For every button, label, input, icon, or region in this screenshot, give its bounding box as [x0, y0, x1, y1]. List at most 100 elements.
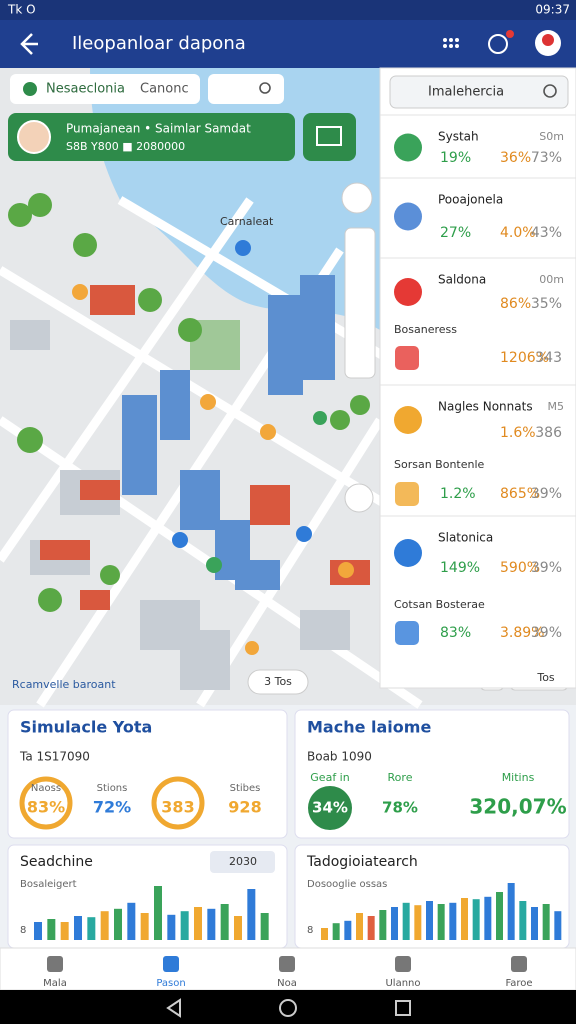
status-time: 09:37: [535, 3, 570, 17]
row-subtitle: Sorsan Bontenle: [394, 458, 485, 471]
bar: [100, 911, 109, 940]
row-title: Pooajonela: [438, 193, 503, 207]
bar: [496, 892, 503, 940]
nav-icon[interactable]: [279, 956, 295, 972]
ring-value: 928: [228, 798, 261, 817]
nav-icon[interactable]: [163, 956, 179, 972]
bar: [542, 904, 550, 940]
row-value: 43%: [531, 225, 562, 241]
card-sub: Bosaleigert: [20, 879, 77, 890]
panel-search-text: Imalehercia: [428, 85, 504, 100]
row-value: 1.2%: [440, 486, 476, 502]
row-meta: 00m: [539, 273, 564, 286]
bar: [461, 898, 468, 940]
axis-label: 8: [20, 925, 26, 936]
row-icon: [395, 621, 419, 645]
ring-value: 383: [161, 798, 194, 817]
row-value: 73%: [531, 150, 562, 166]
back-button[interactable]: [20, 33, 38, 55]
profile-card[interactable]: [8, 113, 295, 161]
notification-icon[interactable]: [488, 34, 508, 54]
bar: [167, 914, 176, 940]
nav-label: Noa: [277, 978, 297, 989]
bar: [154, 886, 162, 940]
map-corner: Rcamvelle baroant: [12, 678, 116, 691]
nav-label: Ulanno: [385, 978, 420, 989]
bar: [47, 919, 56, 940]
bar: [140, 913, 149, 940]
bar: [180, 911, 189, 940]
nav-label: Faroe: [505, 978, 532, 989]
card-sub: Ta 1S17090: [19, 750, 90, 764]
side-panel: [379, 67, 576, 689]
card-icon: [316, 126, 342, 146]
grid-icon[interactable]: [443, 38, 459, 48]
year-select[interactable]: [210, 851, 275, 873]
row-value: 3.89%: [500, 625, 544, 641]
status-bar: [0, 0, 576, 20]
search-placeholder: Canonc: [140, 82, 189, 97]
card-title: Seadchine: [20, 854, 93, 870]
row-value: 590%: [500, 560, 540, 576]
row-value: 27%: [440, 225, 471, 241]
row-title: Nagles Nonnats: [438, 400, 533, 414]
row-value: 39%: [531, 560, 562, 576]
ring-label: Naoss: [31, 783, 61, 794]
bar: [507, 883, 515, 940]
system-nav: [0, 990, 576, 1024]
row-value: 86%: [500, 296, 531, 312]
ring: [19, 776, 73, 830]
row-value: 39%: [531, 486, 562, 502]
system-buttons[interactable]: [166, 998, 411, 1018]
row-value: 1206%: [500, 350, 549, 366]
ring: [151, 776, 205, 830]
row-meta: M5: [548, 400, 565, 413]
search-bar[interactable]: [10, 74, 284, 104]
row-title: Slatonica: [438, 531, 493, 545]
nav-icon[interactable]: [395, 956, 411, 972]
nav-label: Pason: [156, 978, 185, 989]
year-badge: 2030: [229, 855, 257, 868]
bar: [402, 902, 410, 940]
row-subtitle: Bosaneress: [394, 323, 457, 336]
card-button[interactable]: [303, 113, 356, 161]
row-value: 865%: [500, 486, 540, 502]
cards: [7, 709, 570, 949]
row-icon: [394, 278, 422, 306]
row-icon: [394, 406, 422, 434]
row-value: 149%: [440, 560, 480, 576]
bar: [472, 899, 480, 940]
bar: [60, 922, 69, 940]
row-icon: [394, 202, 422, 231]
row-value: 35%: [531, 296, 562, 312]
bar: [207, 908, 216, 940]
bar: [426, 901, 433, 940]
stat-value: 320,07%: [469, 795, 566, 819]
stat-label: Rore: [388, 771, 413, 784]
axis-label: 8: [307, 925, 313, 936]
bar: [74, 916, 82, 940]
nav-icon[interactable]: [511, 956, 527, 972]
bar: [344, 920, 352, 940]
row-subtitle: Cotsan Bosterae: [394, 598, 485, 611]
ring: [308, 786, 352, 830]
panel-search[interactable]: [389, 75, 569, 109]
row-icon: [394, 133, 422, 162]
profile-sub: S8B Y800 ■ 2080000: [66, 140, 185, 153]
ring-label: Stibes: [230, 783, 261, 794]
bar: [321, 928, 328, 940]
nav-icon[interactable]: [47, 956, 63, 972]
search-chip: Nesaeclonia: [46, 82, 125, 97]
stat-value: 78%: [382, 799, 418, 817]
row-value: 19%: [440, 150, 471, 166]
bar: [554, 911, 562, 940]
row-value: 343: [535, 350, 562, 366]
bar: [391, 907, 398, 940]
nav-label: Mala: [43, 978, 67, 989]
bar: [531, 907, 538, 940]
row-value: 1.6%: [500, 425, 536, 441]
bar: [356, 913, 363, 940]
ring-label: Stions: [97, 783, 128, 794]
status-icons: Tk O: [7, 3, 36, 17]
